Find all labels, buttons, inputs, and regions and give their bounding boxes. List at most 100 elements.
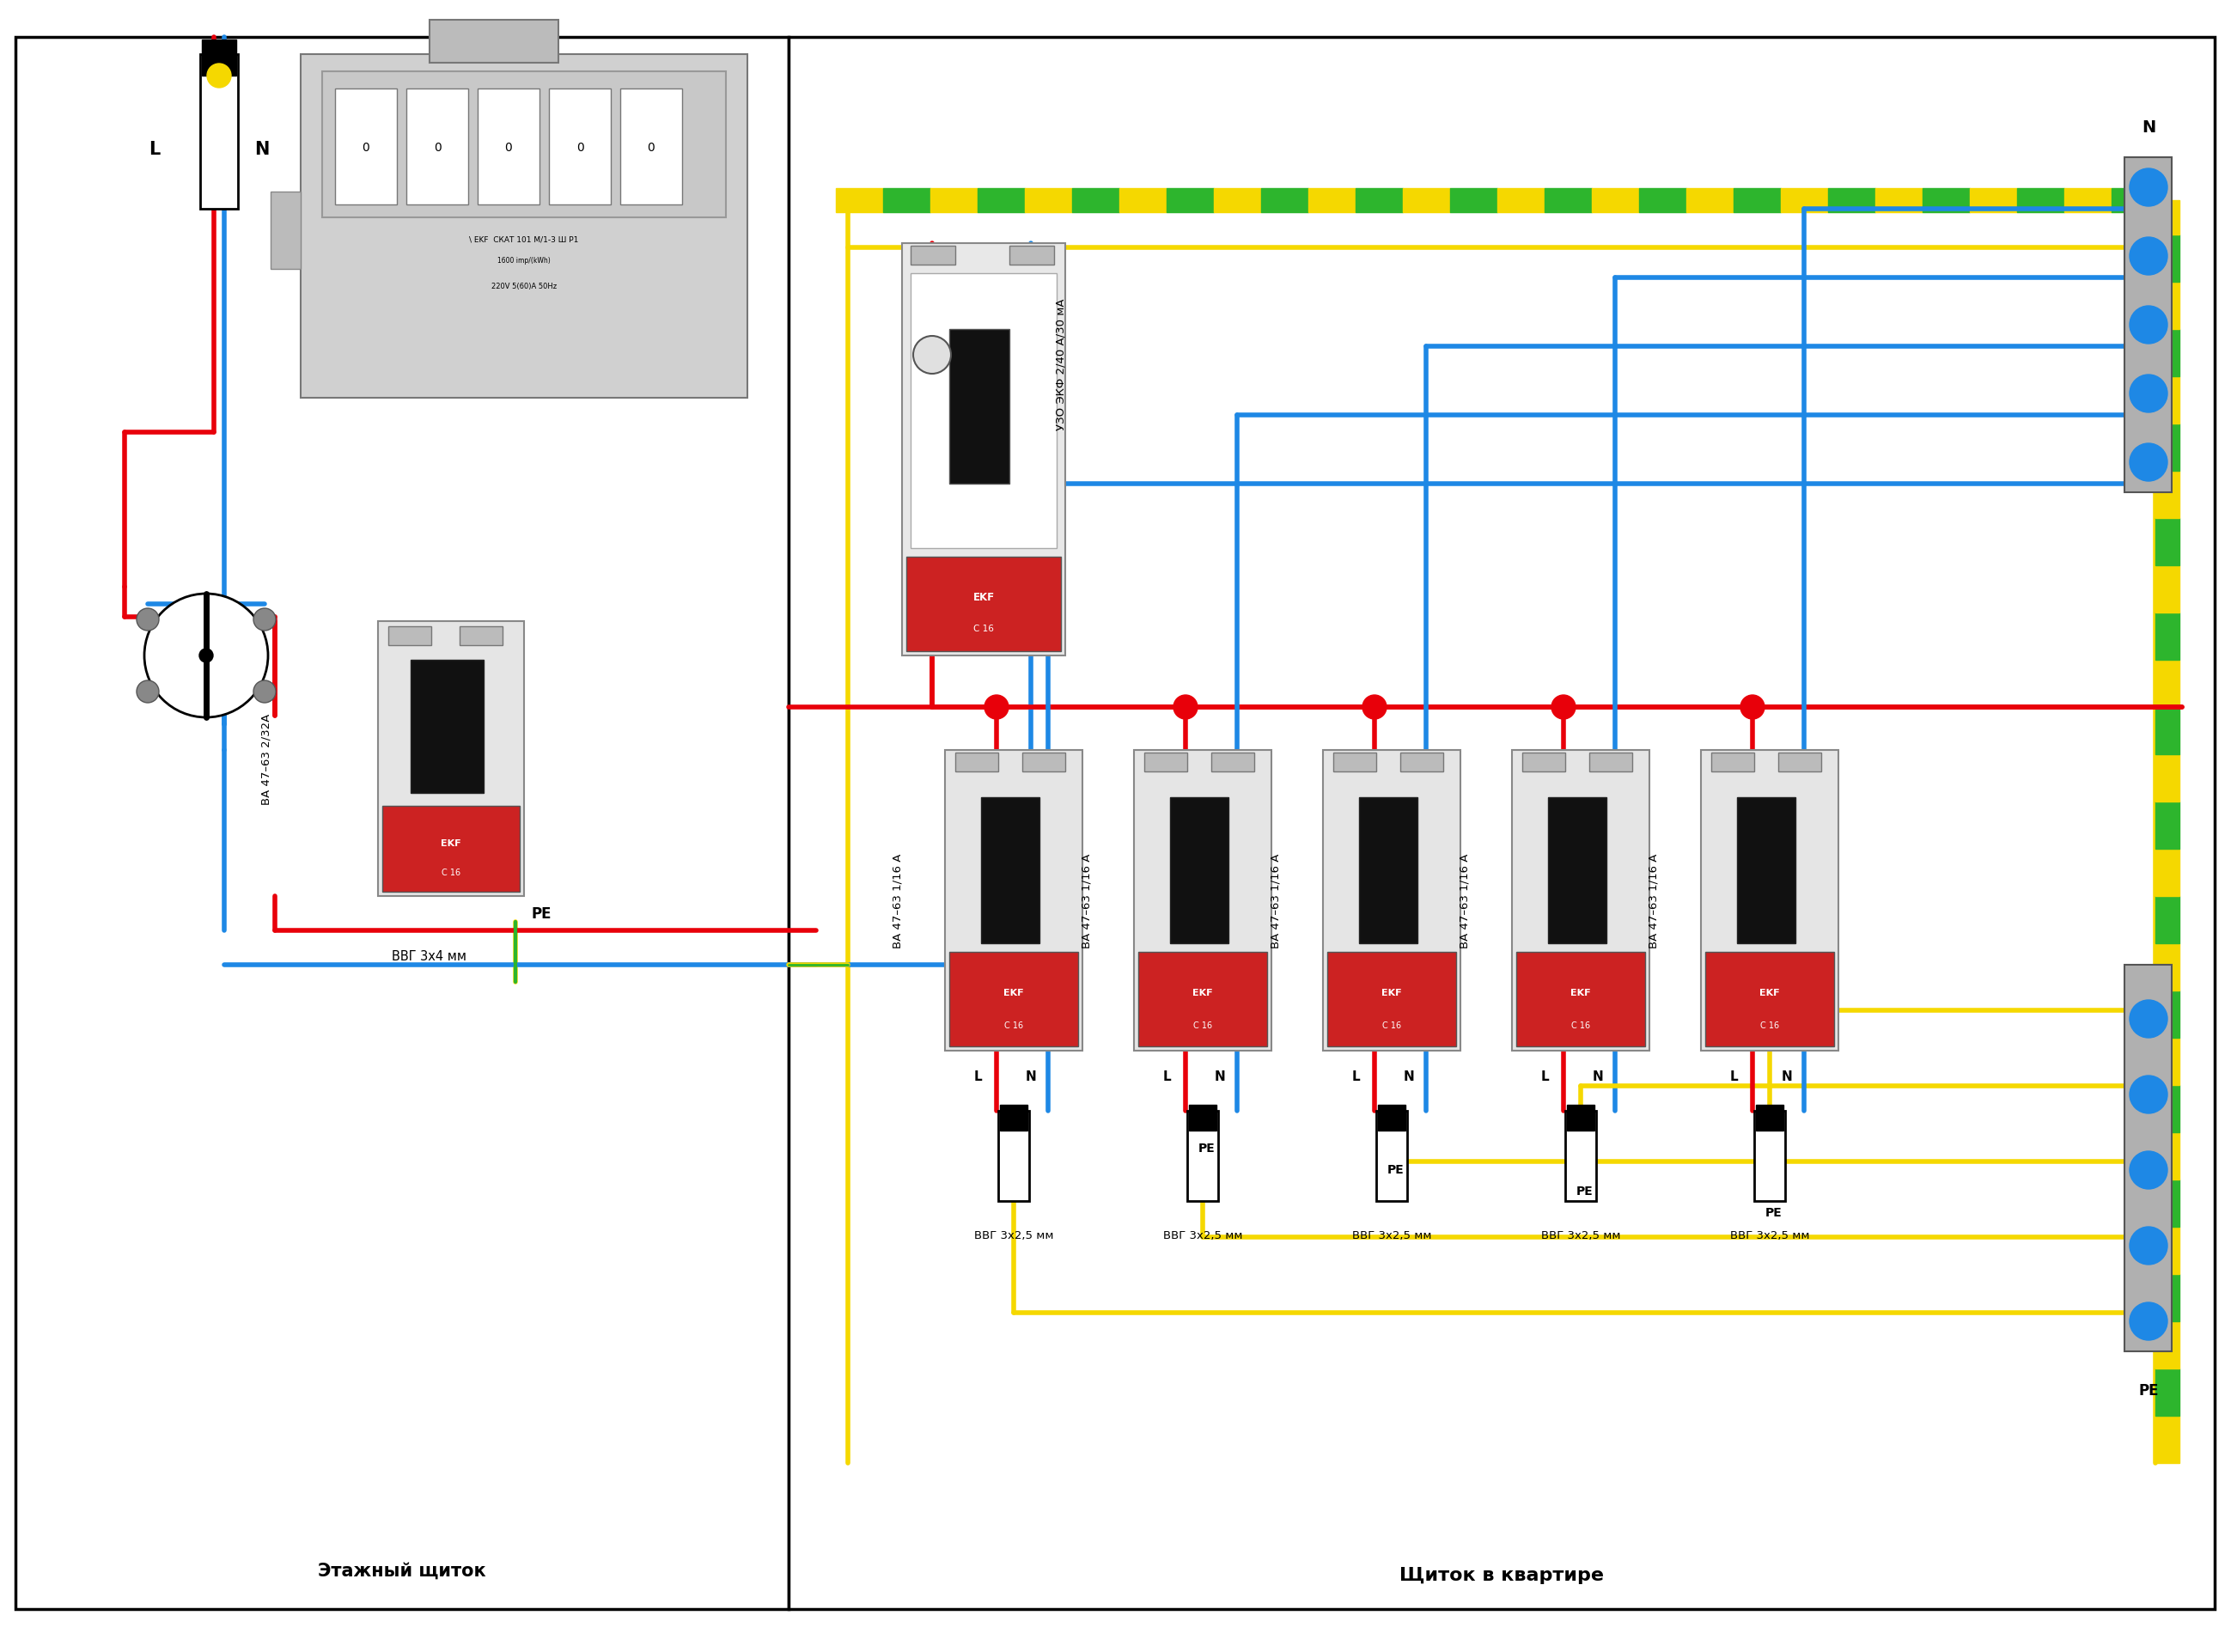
Bar [837,188,884,213]
Bar [389,626,432,646]
Bar [2156,1085,2179,1133]
Bar [948,330,1009,484]
Bar [2156,1322,2179,1368]
Bar [2156,282,2179,330]
Bar [1828,188,1875,213]
Text: 0: 0 [506,142,512,154]
Bar [459,626,503,646]
Circle shape [253,681,275,704]
Bar [2156,1368,2179,1416]
Text: N: N [1025,1070,1036,1084]
Text: PE: PE [1387,1163,1405,1176]
Bar [2156,661,2179,707]
Circle shape [2130,1151,2168,1189]
Circle shape [1174,695,1197,720]
Bar [2159,188,2168,213]
Bar [1000,1105,1027,1132]
Bar [548,89,611,205]
Bar [2156,801,2179,849]
Bar [944,750,1083,1051]
Bar [931,188,978,213]
Text: 0: 0 [434,142,441,154]
Bar [2156,330,2179,377]
Circle shape [984,695,1009,720]
Bar [271,192,300,269]
Bar [978,188,1025,213]
Bar [1309,188,1356,213]
Bar [2018,188,2065,213]
Bar [1512,750,1649,1051]
Text: 0: 0 [577,142,584,154]
Circle shape [1362,695,1387,720]
Circle shape [2130,307,2168,344]
Circle shape [2130,1227,2168,1265]
Bar [1971,188,2018,213]
Text: EKF: EKF [1192,988,1212,996]
Text: EKF: EKF [441,839,461,847]
Circle shape [2130,238,2168,276]
Bar [1544,188,1593,213]
Bar [955,753,998,771]
Bar [1333,753,1376,771]
Text: ВА 47–63 1/16 А: ВА 47–63 1/16 А [893,854,904,948]
Bar [1687,188,1734,213]
Bar [1781,188,1828,213]
Bar [790,38,2215,1609]
Bar [1450,188,1497,213]
Circle shape [2130,169,2168,206]
Text: C 16: C 16 [1570,1021,1591,1029]
Text: Щиток в квартире: Щиток в квартире [1400,1566,1604,1583]
Bar [1360,798,1418,943]
Bar [1168,188,1215,213]
Bar [1139,952,1266,1047]
Text: 220V 5(60)A 50Hz: 220V 5(60)A 50Hz [492,282,557,291]
Bar [201,40,237,76]
Bar [1262,188,1309,213]
Bar [1588,753,1633,771]
Text: Этажный щиток: Этажный щиток [318,1561,485,1579]
Text: L: L [1729,1070,1738,1084]
Bar [1072,188,1118,213]
Bar [1009,246,1054,266]
Bar [2156,235,2179,282]
Bar [1734,188,1781,213]
Bar [910,246,955,266]
Bar [1875,188,1922,213]
Text: EKF: EKF [973,591,995,603]
Circle shape [136,681,159,704]
Bar [1022,753,1065,771]
Bar [1118,188,1168,213]
Text: C 16: C 16 [1761,1021,1778,1029]
Text: C 16: C 16 [441,867,461,877]
Text: N: N [1403,1070,1414,1084]
Bar [1403,188,1450,213]
Text: C 16: C 16 [1382,1021,1400,1029]
Text: C 16: C 16 [973,624,993,633]
Circle shape [208,64,230,89]
Bar [1134,750,1271,1051]
Bar [336,89,396,205]
Bar [430,20,559,63]
Bar [884,188,931,213]
Text: \ EKF  СКАТ 101 М/1-3 Ш Р1: \ EKF СКАТ 101 М/1-3 Ш Р1 [470,236,579,243]
Bar [1548,798,1606,943]
Bar [1700,750,1839,1051]
Text: L: L [150,140,161,159]
Bar [16,38,790,1609]
Text: 0: 0 [362,142,369,154]
Bar [322,73,727,218]
Bar [1705,952,1834,1047]
Text: PE: PE [1009,1120,1027,1133]
Text: PE: PE [1765,1206,1783,1219]
Bar [1521,753,1566,771]
Bar [1322,750,1461,1051]
Bar [1517,952,1644,1047]
Bar [2156,707,2179,755]
Text: N: N [1593,1070,1604,1084]
Bar [2156,1274,2179,1322]
Text: N: N [1781,1070,1792,1084]
Text: PE: PE [2139,1383,2159,1398]
Text: ВВГ 3х4 мм: ВВГ 3х4 мм [391,950,468,963]
Text: 1600 imp/(kWh): 1600 imp/(kWh) [497,258,550,264]
Bar [2065,188,2112,213]
